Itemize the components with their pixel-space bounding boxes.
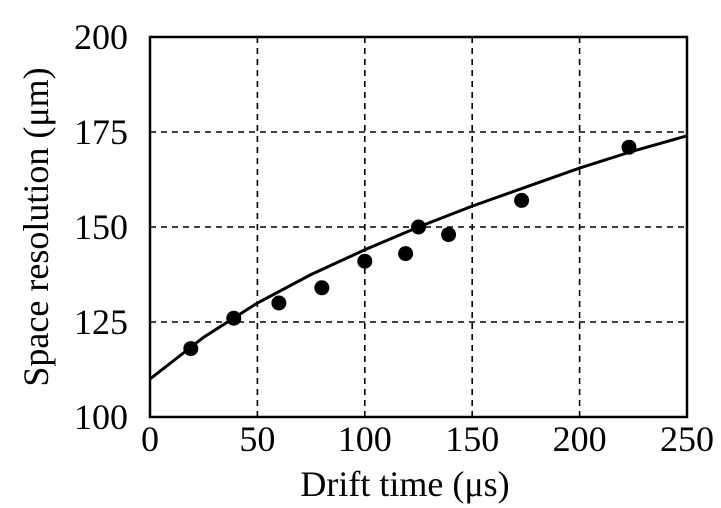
plot-frame [148,35,689,419]
y-tick-labels: 100 125 150 175 200 [74,17,128,437]
x-tick-label: 100 [338,419,392,459]
x-tick-label: 150 [445,419,499,459]
x-tick-label: 50 [239,419,275,459]
y-tick-label: 125 [74,302,128,342]
data-point [226,310,242,326]
data-points [183,139,637,357]
data-point [411,219,426,235]
data-point [183,341,199,357]
y-tick-label: 200 [74,17,128,57]
y-axis-label: Space resolution (μm) [16,67,56,386]
data-point [514,192,530,208]
x-tick-label: 250 [660,419,714,459]
y-tick-label: 175 [74,112,128,152]
data-point [621,139,637,155]
x-axis-label: Drift time (μs) [300,464,509,504]
fit-curve [149,134,688,381]
data-point [357,253,373,269]
x-tick-label: 0 [141,419,159,459]
data-point [441,227,457,243]
data-point [271,295,287,311]
y-tick-label: 150 [74,207,128,247]
data-point [314,280,330,296]
x-tick-labels: 0 50 100 150 200 250 [141,419,714,459]
x-tick-label: 200 [553,419,607,459]
y-tick-label: 100 [74,397,128,437]
data-point [398,246,414,262]
